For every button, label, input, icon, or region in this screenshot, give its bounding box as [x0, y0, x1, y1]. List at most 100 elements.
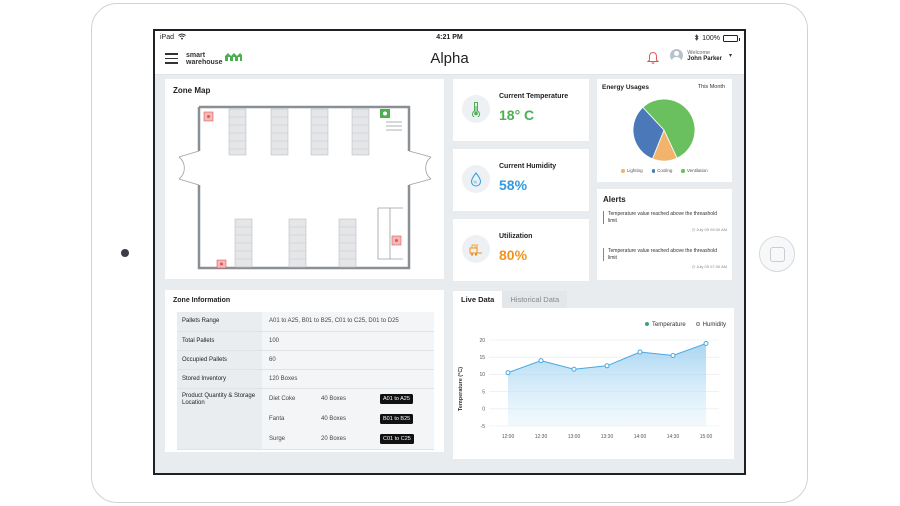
zone-map-card: Zone Map: [165, 79, 444, 279]
legend-item[interactable]: Temperature: [644, 322, 686, 328]
legend-dot: [621, 169, 625, 173]
energy-usages-card: Energy Usages This Month Lighting Cooling…: [597, 79, 732, 182]
live-data-panel: Live Data Historical Data Temperature Hu…: [453, 291, 734, 459]
area-fill: [508, 343, 706, 426]
row-label: Occupied Pallets: [177, 350, 262, 370]
y-tick-label: 20: [479, 338, 485, 344]
pie-slice-cooling[interactable]: [632, 106, 665, 160]
y-tick-label: 15: [479, 355, 485, 361]
x-tick-label: 12:00: [502, 434, 515, 440]
status-bar: iPad 4:21 PM 100%: [155, 31, 744, 45]
row-value: 120 Boxes: [262, 369, 434, 389]
utilization-label: Utilization: [499, 233, 533, 240]
energy-legend: Lighting Cooling Ventilation: [597, 168, 732, 173]
front-camera: [121, 249, 129, 257]
temperature-card: Current Temperature 18° C: [453, 79, 589, 141]
row-value: A01 to A25, B01 to B25, C01 to C25, D01 …: [262, 312, 434, 332]
zone-floor-plan[interactable]: [165, 79, 444, 279]
user-menu[interactable]: Welcome John Parker ▾: [670, 49, 732, 62]
zone-map-title: Zone Map: [173, 86, 211, 95]
y-tick-label: -5: [481, 424, 486, 430]
table-row: Total Pallets 100: [177, 331, 434, 351]
clock-icon: ◷: [691, 264, 697, 269]
legend-item: Ventilation: [681, 168, 708, 173]
legend-item: Cooling: [651, 168, 673, 173]
table-row: Product Quantity & Storage Location Diet…: [177, 388, 434, 450]
data-point[interactable]: [538, 358, 544, 364]
clock-icon: ◷: [691, 227, 697, 232]
alert-message: Temperature value reached above the thre…: [603, 211, 727, 224]
data-tabs: Live Data Historical Data: [453, 291, 568, 308]
alert-time: July 09 09:30 AM: [696, 227, 727, 232]
product-location-badge[interactable]: C01 to C25: [380, 433, 414, 444]
pie-slice-ventilation[interactable]: [642, 98, 696, 159]
x-tick-label: 13:30: [601, 434, 614, 440]
data-point[interactable]: [505, 370, 511, 376]
row-label: Stored Inventory: [177, 369, 262, 389]
alert-item[interactable]: Temperature value reached above the thre…: [603, 248, 727, 269]
forklift-icon: [462, 235, 490, 263]
live-chart-area: Temperature Humidity Temperature (°C) -5…: [453, 308, 734, 459]
legend-item[interactable]: Humidity: [695, 322, 726, 328]
legend-item: Lighting: [621, 168, 643, 173]
logo-text-line2: warehouse: [186, 59, 223, 66]
legend-label: Lighting: [626, 168, 643, 173]
alerts-title: Alerts: [603, 195, 626, 204]
product-name: Surge: [269, 435, 286, 442]
product-boxes: 40 Boxes: [321, 415, 347, 422]
carrier-label: iPad: [160, 34, 175, 41]
x-tick-label: 13:00: [568, 434, 581, 440]
table-row: Stored Inventory 120 Boxes: [177, 369, 434, 389]
zone-info-table: Pallets Range A01 to A25, B01 to B25, C0…: [177, 312, 434, 450]
tab-historical-data[interactable]: Historical Data: [502, 291, 568, 308]
product-name: Fanta: [269, 415, 285, 422]
temperature-line-chart: -5 0 5 10 15 20 12:00 12:30 13:00 13:30 14:00 14:30…: [479, 338, 719, 440]
tab-live-data[interactable]: Live Data: [453, 291, 503, 308]
chart-legend: Temperature Humidity: [644, 322, 726, 328]
notification-bell-icon[interactable]: [646, 51, 660, 70]
row-label: Pallets Range: [177, 312, 262, 332]
humidity-value: 58%: [499, 177, 528, 193]
row-label: Product Quantity & Storage Location: [177, 388, 262, 450]
row-value: 100: [262, 331, 434, 351]
utilization-value: 80%: [499, 247, 528, 263]
energy-period-select[interactable]: This Month: [697, 84, 725, 90]
data-point[interactable]: [703, 340, 709, 346]
x-tick-label: 15:00: [700, 434, 713, 440]
product-boxes: 20 Boxes: [321, 435, 347, 442]
legend-dot: [681, 169, 685, 173]
row-value: 60: [262, 350, 434, 370]
battery-percent: 100%: [702, 35, 720, 42]
status-time: 4:21 PM: [436, 34, 463, 41]
menu-icon[interactable]: [165, 53, 178, 65]
alert-message: Temperature value reached above the thre…: [603, 248, 727, 261]
product-location-badge[interactable]: A01 to A25: [380, 393, 413, 404]
data-point[interactable]: [670, 352, 676, 358]
alert-item[interactable]: Temperature value reached above the thre…: [603, 211, 727, 232]
data-point[interactable]: [571, 366, 577, 372]
x-tick-label: 12:30: [535, 434, 548, 440]
energy-title: Energy Usages: [602, 84, 649, 91]
legend-dot: [651, 169, 656, 173]
warehouse-logo-icon: [224, 53, 242, 61]
humidity-drop-icon: %: [462, 165, 490, 193]
home-button[interactable]: [759, 236, 795, 272]
zone-information-card: Zone Information Pallets Range A01 to A2…: [165, 290, 444, 452]
product-location-badge[interactable]: B01 to B25: [380, 413, 414, 424]
legend-label: Temperature: [651, 322, 686, 328]
data-point[interactable]: [637, 349, 643, 355]
temperature-label: Current Temperature: [499, 93, 569, 100]
y-tick-label: 0: [482, 407, 485, 413]
welcome-label: Welcome: [687, 49, 711, 56]
y-tick-label: 10: [479, 372, 485, 378]
legend-label: Humidity: [702, 322, 726, 328]
legend-dot: [644, 322, 649, 327]
alert-time: July 09 07:30 AM: [696, 264, 727, 269]
data-point[interactable]: [604, 363, 610, 369]
legend-label: Cooling: [657, 168, 673, 173]
temperature-value: 18° C: [499, 107, 535, 123]
product-name: Diet Coke: [269, 395, 296, 402]
chevron-down-icon[interactable]: ▾: [728, 53, 732, 59]
humidity-card: % Current Humidity 58%: [453, 149, 589, 211]
energy-pie-chart: [632, 98, 696, 162]
